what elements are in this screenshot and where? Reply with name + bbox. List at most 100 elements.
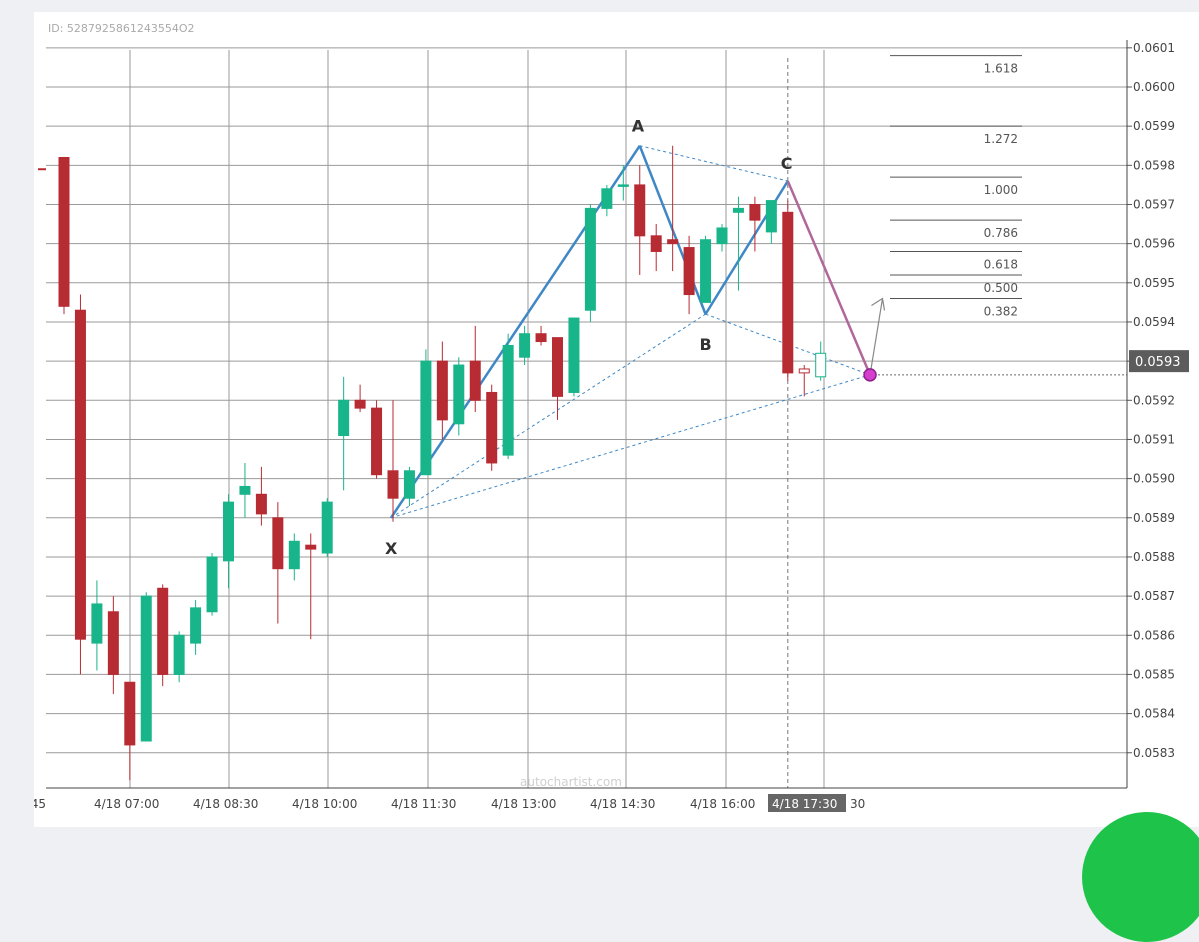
candle-body xyxy=(403,470,415,499)
bullish-candle xyxy=(140,592,152,742)
candle-body xyxy=(288,540,300,570)
candle-body xyxy=(502,344,514,456)
candle-body xyxy=(387,470,399,499)
bullish-candle xyxy=(584,204,596,322)
bullish-candle xyxy=(815,341,827,381)
x-tick-label: 4/18 11:30 xyxy=(391,797,456,811)
bullish-candle xyxy=(223,494,234,589)
bullish-candle xyxy=(765,200,777,244)
bearish-candle xyxy=(749,196,761,252)
bullish-candle xyxy=(700,235,712,303)
bullish-candle xyxy=(206,553,218,616)
y-tick-label: 0.0592 xyxy=(1133,393,1175,407)
bearish-candle xyxy=(469,325,481,413)
candle-body xyxy=(552,337,563,397)
candle-body xyxy=(765,200,777,233)
candle-body xyxy=(535,333,547,343)
pattern-leg-cd xyxy=(786,180,872,376)
bearish-candle xyxy=(107,596,119,695)
candle-body xyxy=(749,203,761,221)
bearish-candle xyxy=(552,337,563,420)
bearish-candle xyxy=(798,365,810,397)
axes: 0.0583 0.0584 0.0585 0.0586 0.0587 0.0588 0.05… xyxy=(34,40,1189,812)
candle-body xyxy=(371,407,383,476)
candle-body xyxy=(486,391,498,464)
y-tick-label: 0.0590 xyxy=(1133,472,1175,486)
x-tick-label: 4/18 07:00 xyxy=(94,797,159,811)
y-tick-label: 0.0583 xyxy=(1133,746,1175,760)
y-tick-label: 0.0584 xyxy=(1133,707,1175,721)
x-tick-label: 4/18 10:00 xyxy=(292,797,357,811)
bullish-candle xyxy=(601,184,613,217)
candle-body xyxy=(798,368,810,374)
candle-body xyxy=(815,352,827,378)
y-tick-label: 0.0598 xyxy=(1133,158,1175,172)
y-tick-label: 0.0601 xyxy=(1133,41,1175,55)
fibonacci-levels: 1.618 1.272 1.000 0.786 0.618 0.500 0.382 xyxy=(890,55,1022,318)
candle-body xyxy=(157,587,169,675)
bearish-candle xyxy=(634,165,646,275)
fib-level-label: 0.382 xyxy=(984,304,1018,318)
projection-arrowhead xyxy=(871,297,886,311)
fib-level-label: 0.500 xyxy=(984,281,1018,295)
candle-body xyxy=(700,239,712,303)
candle-body xyxy=(173,634,185,675)
candle-body xyxy=(782,211,794,374)
watermark: autochartist.com xyxy=(520,775,622,789)
bearish-candle xyxy=(157,584,169,687)
candle-body xyxy=(74,309,86,640)
candle-body xyxy=(584,207,596,311)
chart-id-label: ID: 5287925861243554O2 xyxy=(48,22,195,35)
bullish-candle xyxy=(420,349,432,476)
bearish-candle xyxy=(354,384,366,413)
y-tick-label: 0.0595 xyxy=(1133,276,1175,290)
completion-point-marker[interactable] xyxy=(863,368,877,382)
candle-body xyxy=(650,235,662,252)
bullish-candle xyxy=(519,325,531,366)
bearish-candle xyxy=(305,533,317,640)
bearish-candle xyxy=(535,325,547,346)
bullish-candle xyxy=(190,600,202,655)
pattern-line-bd xyxy=(705,313,871,376)
bullish-candle xyxy=(91,580,103,671)
pattern-line-xd xyxy=(390,374,871,519)
bearish-candle xyxy=(782,200,794,381)
chat-fab-button[interactable] xyxy=(1082,812,1199,942)
current-price-badge xyxy=(1129,350,1189,373)
candle-body xyxy=(140,595,152,742)
x-tick-label: 4/18 14:30 xyxy=(590,797,655,811)
candle-body xyxy=(436,360,448,421)
bearish-candle xyxy=(667,145,679,272)
candle-body xyxy=(91,603,103,644)
x-tick-highlight xyxy=(768,794,846,812)
bearish-candle xyxy=(255,466,267,526)
y-tick-label: 0.0585 xyxy=(1133,667,1175,681)
bullish-candle xyxy=(321,498,333,557)
fib-level-label: 0.618 xyxy=(984,257,1018,271)
bearish-candle xyxy=(650,224,662,272)
x-tick-label-highlighted: 4/18 17:30 xyxy=(772,797,837,811)
bullish-candle xyxy=(239,462,251,518)
y-tick-label: 0.0596 xyxy=(1133,237,1175,251)
x-tick-label: 30 xyxy=(850,797,865,811)
candle-body xyxy=(223,501,234,562)
candlestick-chart[interactable]: ID: 5287925861243554O2 1.6181.2721.0000.… xyxy=(34,12,1199,827)
pattern-line-xb xyxy=(390,313,706,519)
fib-level-label: 0.786 xyxy=(984,226,1018,240)
projection-arrow-line xyxy=(869,298,884,375)
candle-body xyxy=(255,493,267,515)
candle-body xyxy=(732,207,744,213)
pattern-point-label-a: A xyxy=(632,117,645,136)
pattern-point-label-c: C xyxy=(781,154,793,173)
candle-body xyxy=(338,399,350,437)
candle-body xyxy=(667,239,679,245)
candle-body xyxy=(683,247,695,296)
candle-body xyxy=(469,360,481,401)
bullish-candle xyxy=(568,317,580,397)
candle-body xyxy=(58,156,70,307)
candle-body xyxy=(305,544,317,550)
y-tick-label: 0.0586 xyxy=(1133,628,1175,642)
bullish-candle xyxy=(732,196,744,291)
candle-body xyxy=(716,227,728,245)
bullish-candle xyxy=(338,376,350,491)
